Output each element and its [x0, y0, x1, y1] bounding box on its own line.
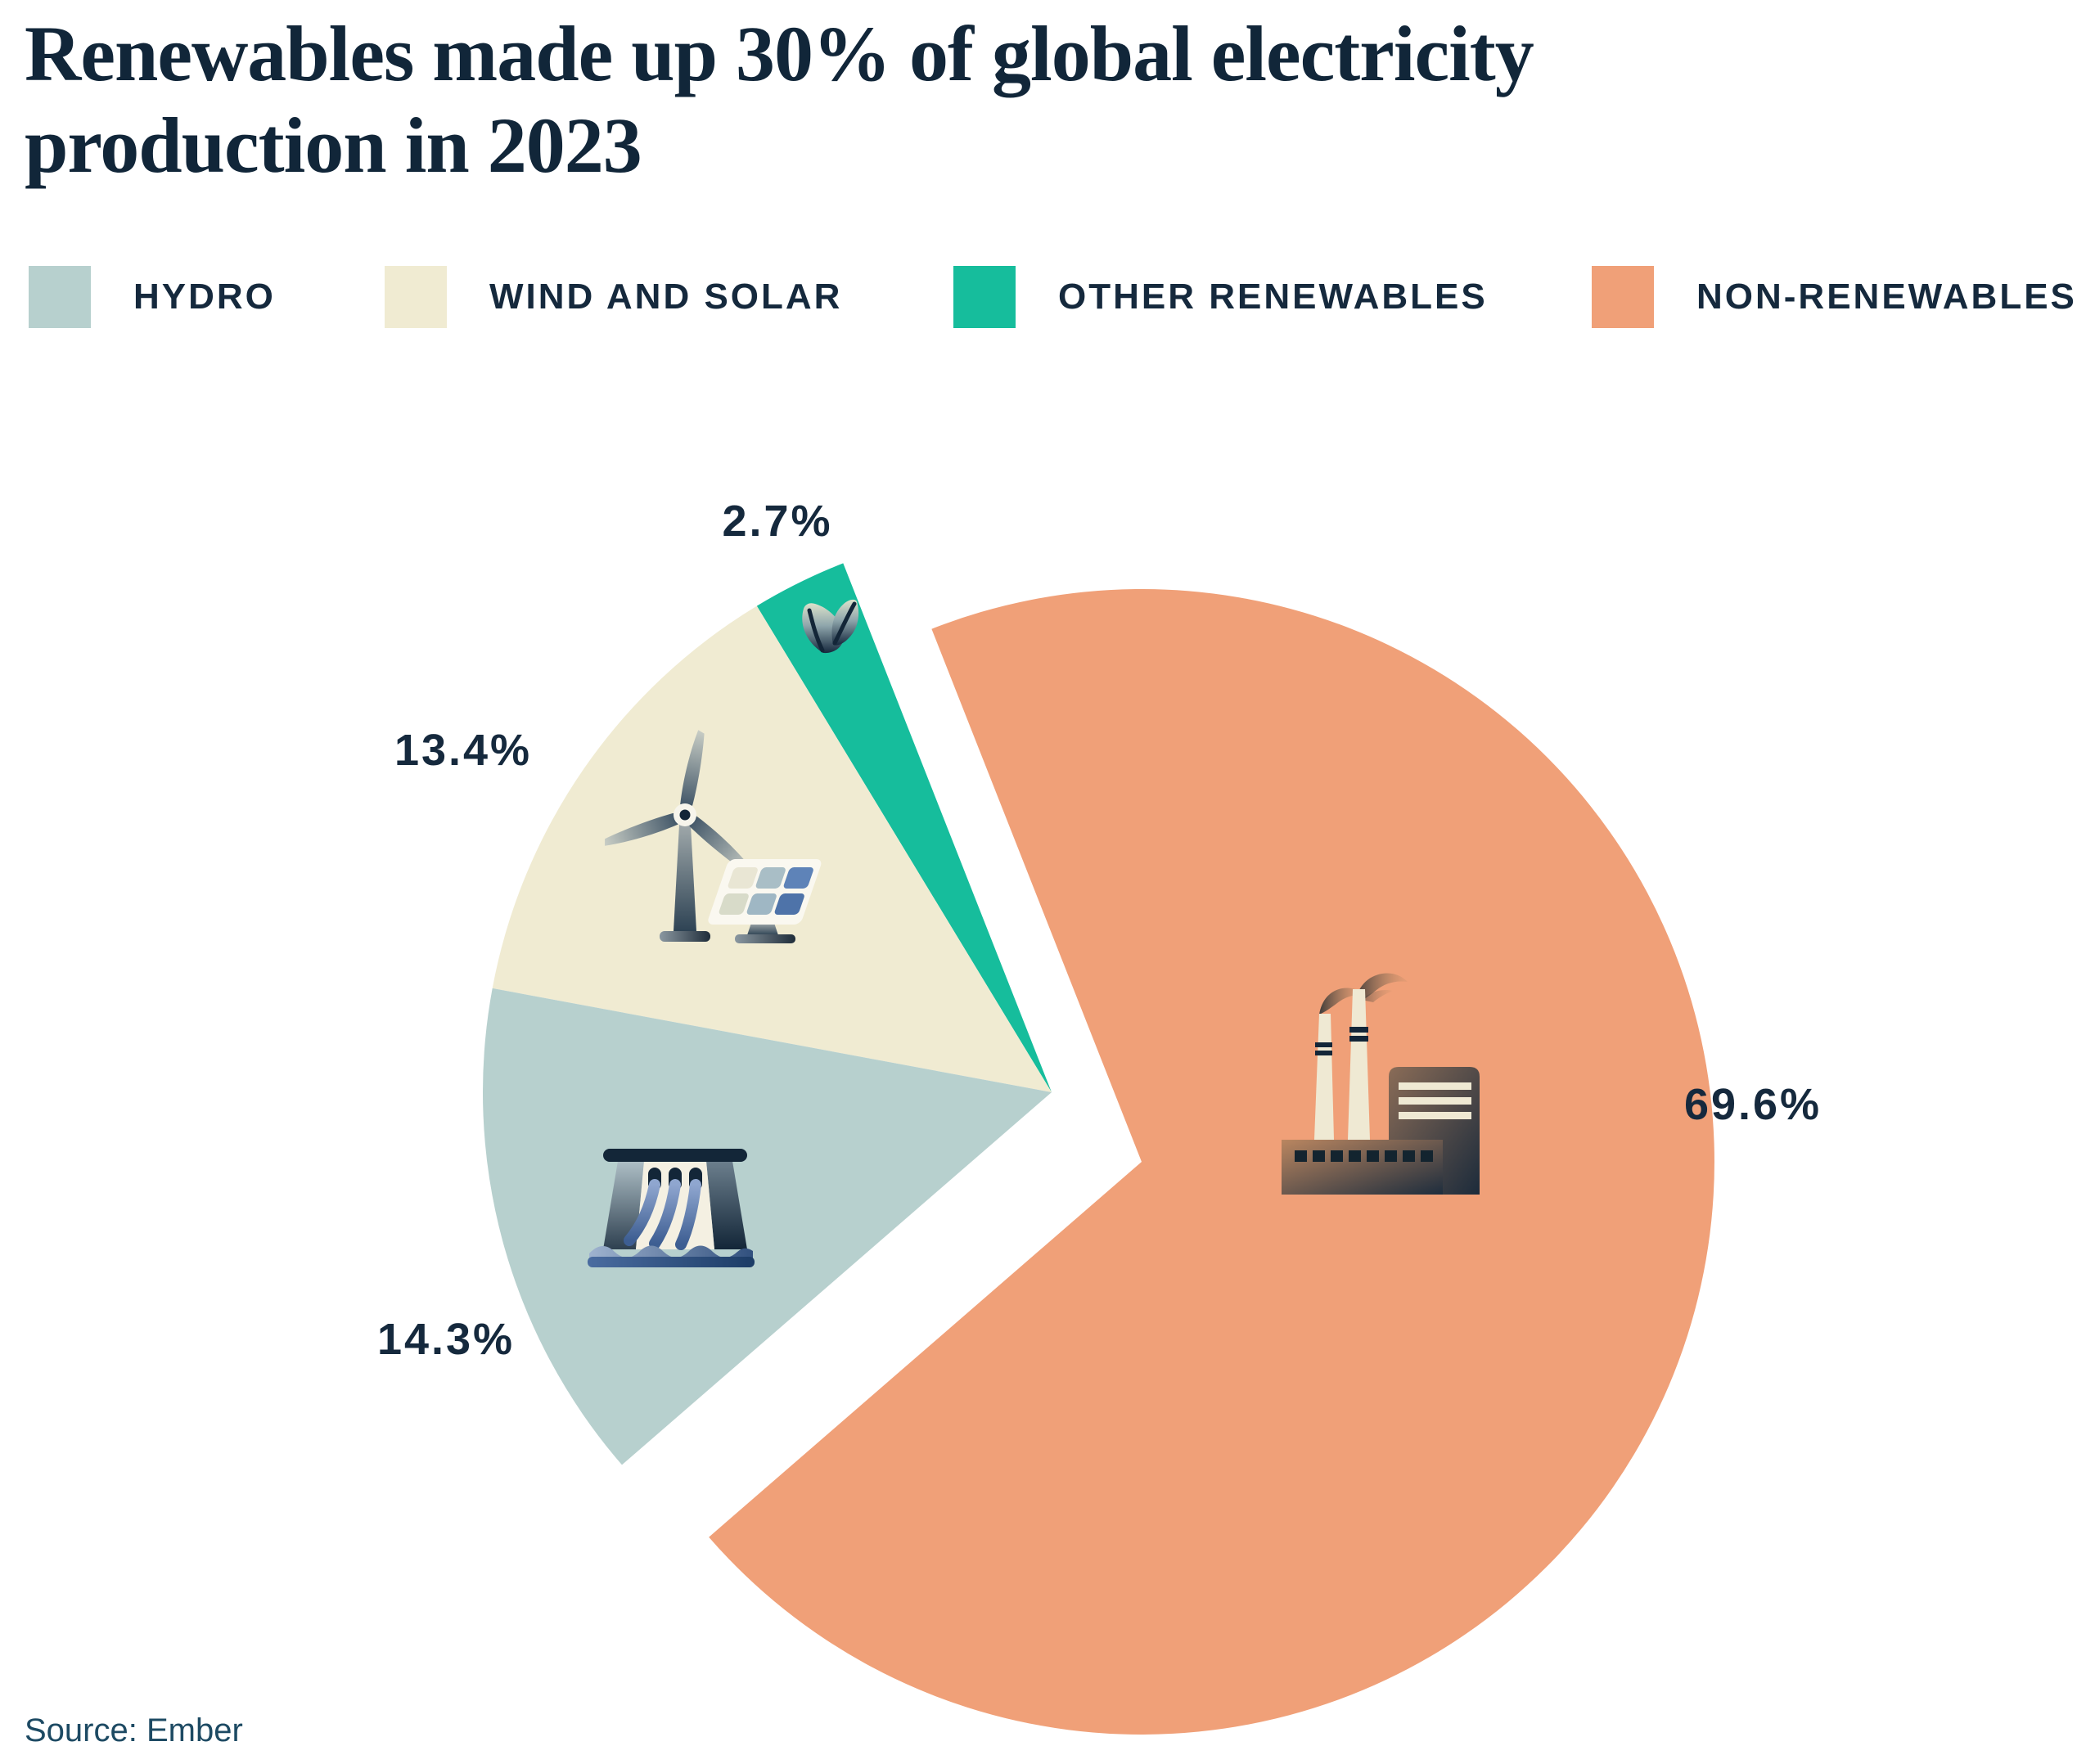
pct-label-hydro: 14.3%	[377, 1315, 515, 1364]
legend-item-hydro[interactable]: HYDRO	[29, 266, 276, 328]
legend-label: WIND AND SOLAR	[489, 277, 843, 317]
legend-label: HYDRO	[133, 277, 276, 317]
legend-swatch-hydro	[29, 266, 91, 328]
legend-swatch-non-renewables	[1592, 266, 1654, 328]
pie-slice-other_renewables[interactable]	[756, 563, 1052, 1092]
legend-item-other-renewables[interactable]: OTHER RENEWABLES	[953, 266, 1488, 328]
solar-panel-icon	[708, 859, 822, 943]
legend-swatch-wind-and-solar	[385, 266, 447, 328]
legend-label: OTHER RENEWABLES	[1058, 277, 1488, 317]
wind-turbine-icon	[605, 730, 752, 942]
page-title-line2: production in 2023	[25, 101, 642, 190]
legend: HYDRO WIND AND SOLAR OTHER RENEWABLES NO…	[0, 266, 2095, 331]
hydro-dam-icon	[588, 1149, 755, 1267]
page-title-line1: Renewables made up 30% of global electri…	[25, 10, 1534, 97]
pie-slice-non_renewables[interactable]	[709, 588, 1714, 1735]
pct-label-wind_solar: 13.4%	[394, 726, 532, 775]
source-note: Source: Ember	[25, 1712, 243, 1748]
pie-slice-hydro[interactable]	[482, 988, 1052, 1465]
pct-label-non_renewables: 69.6%	[1684, 1080, 1822, 1129]
page-title: Renewables made up 30% of global electri…	[25, 8, 2005, 192]
pct-label-other_renewables: 2.7%	[722, 497, 832, 546]
legend-label: NON-RENEWABLES	[1696, 277, 2077, 317]
pie-slice-wind_solar[interactable]	[492, 605, 1052, 1092]
legend-item-non-renewables[interactable]: NON-RENEWABLES	[1592, 266, 2077, 328]
legend-item-wind-and-solar[interactable]: WIND AND SOLAR	[385, 266, 842, 328]
factory-icon	[1282, 973, 1480, 1195]
legend-swatch-other-renewables	[953, 266, 1016, 328]
leaf-icon	[802, 599, 859, 654]
